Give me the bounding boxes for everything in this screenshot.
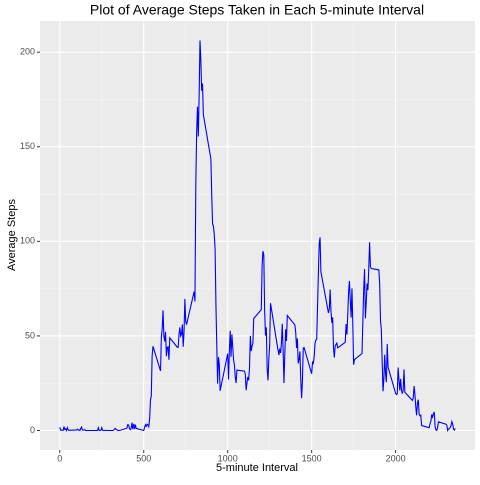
x-tick-label: 2000: [386, 453, 406, 463]
x-axis-label: 5-minute Interval: [216, 462, 298, 474]
y-tick-label: 50: [25, 330, 35, 340]
x-tick-label: 1500: [302, 453, 322, 463]
panel: [40, 21, 475, 450]
data-line: [59, 40, 456, 433]
x-tick-label: 0: [57, 453, 62, 463]
y-tick-label: 100: [20, 236, 35, 246]
y-tick-label: 200: [20, 47, 35, 57]
x-tick-label: 500: [136, 453, 151, 463]
y-tick-label: 150: [20, 141, 35, 151]
x-tick-label: 1000: [218, 453, 238, 463]
y-tick-label: 0: [30, 425, 35, 435]
y-axis-label: Average Steps: [6, 199, 18, 271]
chart-title: Plot of Average Steps Taken in Each 5-mi…: [90, 2, 424, 18]
